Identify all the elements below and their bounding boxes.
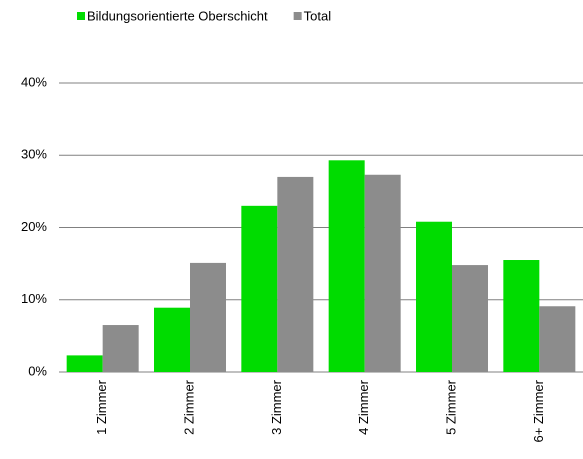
legend-label: Bildungsorientierte Oberschicht <box>87 8 268 23</box>
bar <box>503 260 540 372</box>
x-tick-label: 5 Zimmer <box>443 379 458 435</box>
y-tick-label: 40% <box>21 74 47 89</box>
bar <box>241 205 278 372</box>
y-tick-label: 0% <box>28 363 47 378</box>
bar <box>328 160 365 372</box>
legend-swatch <box>293 12 302 20</box>
x-tick-label: 4 Zimmer <box>356 379 371 435</box>
bar <box>364 174 401 372</box>
bar <box>416 221 452 372</box>
x-tick-label: 1 Zimmer <box>94 379 109 435</box>
y-tick-label: 30% <box>21 147 47 162</box>
bar <box>66 355 103 372</box>
bar <box>102 325 139 372</box>
legend-swatch <box>77 12 85 20</box>
x-tick-label: 6+ Zimmer <box>531 379 546 442</box>
bar <box>277 176 314 372</box>
y-tick-label: 20% <box>21 219 47 234</box>
y-tick-label: 10% <box>21 291 47 306</box>
bar <box>154 307 190 372</box>
x-tick-label: 3 Zimmer <box>269 379 284 435</box>
bar <box>452 265 488 372</box>
legend-label: Total <box>304 8 332 23</box>
bar <box>190 262 226 372</box>
x-tick-label: 2 Zimmer <box>181 379 196 435</box>
bar <box>539 306 576 372</box>
